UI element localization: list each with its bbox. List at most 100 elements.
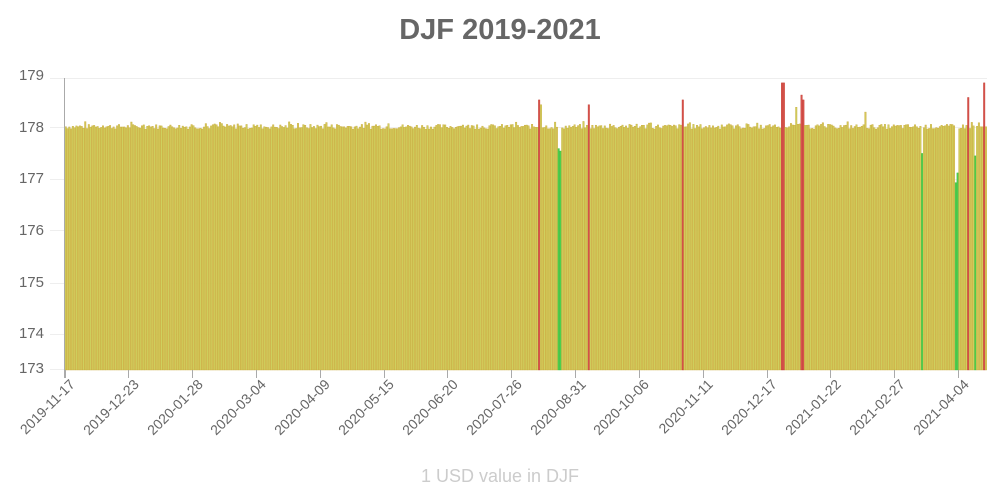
bar — [102, 125, 104, 371]
bar — [123, 126, 126, 371]
chart-title: DJF 2019-2021 — [399, 14, 601, 46]
bar — [928, 128, 931, 371]
bar — [912, 126, 915, 371]
bar — [532, 126, 535, 371]
bar — [289, 124, 292, 371]
bar — [415, 125, 418, 371]
bar — [398, 127, 401, 371]
bar — [366, 124, 369, 371]
bar — [431, 128, 434, 371]
bar — [485, 128, 487, 371]
bar — [281, 126, 284, 371]
bar — [369, 128, 372, 371]
bar — [211, 124, 214, 371]
bar — [813, 128, 815, 371]
bar — [937, 127, 940, 371]
bar — [444, 124, 447, 371]
bar — [110, 128, 113, 371]
bar — [219, 122, 221, 371]
bar — [862, 124, 865, 371]
bar — [983, 82, 986, 371]
y-tick-label: 173 — [18, 360, 44, 377]
bar — [305, 127, 308, 371]
bar — [470, 125, 473, 371]
bar — [836, 128, 838, 371]
bar — [270, 126, 273, 371]
bar — [176, 127, 179, 371]
bar — [795, 106, 798, 371]
bar — [727, 123, 730, 371]
y-tick-label: 179 — [18, 67, 44, 84]
bar — [513, 127, 516, 371]
bar — [87, 124, 90, 371]
bar — [914, 124, 917, 371]
bar — [368, 123, 370, 371]
bar — [64, 126, 67, 371]
bar — [490, 124, 493, 371]
bar — [263, 126, 266, 371]
bar — [740, 128, 743, 371]
bar — [970, 122, 973, 371]
bar — [630, 124, 633, 371]
bar — [249, 128, 252, 371]
bar — [187, 128, 190, 371]
bar — [524, 124, 526, 371]
bar — [137, 127, 140, 371]
bar — [183, 126, 186, 371]
bar — [71, 126, 74, 371]
bar — [683, 126, 686, 371]
x-tick-mark — [702, 370, 704, 378]
bar — [894, 125, 897, 371]
bar — [121, 126, 124, 371]
bar — [181, 125, 184, 371]
bar — [309, 124, 312, 371]
bar — [646, 124, 649, 371]
bar — [438, 124, 441, 371]
bar — [422, 126, 425, 371]
bar — [568, 125, 571, 371]
bar — [454, 127, 457, 371]
bar — [419, 128, 422, 371]
x-tick-mark — [575, 370, 577, 378]
bar — [570, 127, 573, 371]
bar — [387, 123, 390, 371]
bar — [618, 126, 620, 371]
bar — [373, 125, 376, 371]
bar — [820, 124, 823, 371]
bar — [334, 128, 337, 371]
bar — [855, 124, 858, 371]
bar — [743, 127, 746, 371]
bar — [818, 125, 821, 371]
bar — [158, 125, 161, 371]
bar — [128, 127, 131, 371]
bar — [103, 127, 106, 371]
bar — [632, 126, 635, 371]
bar — [119, 126, 122, 371]
bar — [376, 125, 379, 371]
bar — [692, 124, 695, 371]
bar — [286, 127, 289, 371]
bar — [775, 127, 778, 371]
bar — [206, 126, 209, 371]
bar — [591, 125, 594, 371]
bar — [265, 126, 268, 371]
bar — [905, 124, 908, 371]
bar — [328, 126, 331, 371]
bar — [410, 126, 413, 371]
bar — [357, 128, 360, 371]
bar — [685, 126, 688, 371]
bar — [321, 128, 324, 371]
bar — [116, 125, 119, 371]
bar — [180, 128, 182, 371]
bar — [641, 124, 643, 371]
bar — [488, 125, 491, 371]
bar — [621, 124, 624, 371]
bar — [602, 128, 604, 371]
bar — [974, 155, 977, 371]
bar — [164, 128, 166, 371]
bar — [330, 124, 333, 371]
bar — [430, 126, 432, 371]
bar — [944, 125, 947, 371]
bar — [907, 124, 909, 371]
bar — [375, 124, 378, 371]
